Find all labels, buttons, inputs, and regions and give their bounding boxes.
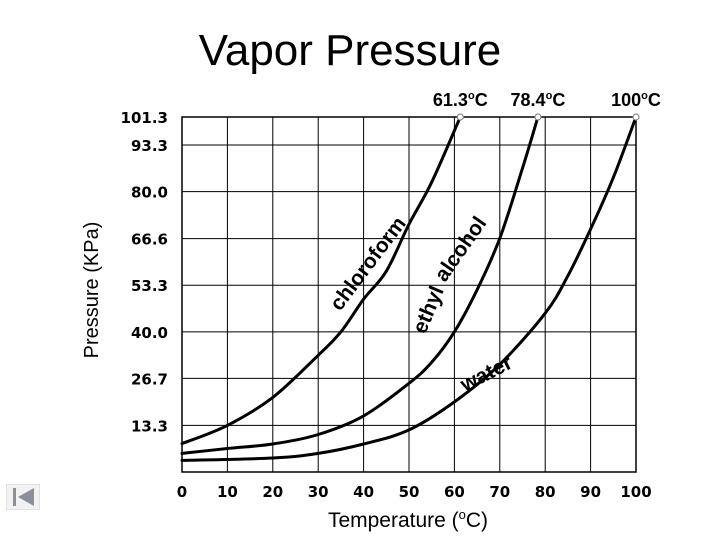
x-tick-labels: 0 10 20 30 40 50 60 70 80 90 100	[177, 483, 652, 501]
boiling-point-label: 78.4oC	[511, 90, 566, 110]
y-tick-labels: 13.3 26.7 40.0 53.3 66.6 80.0 93.3 101.3	[121, 109, 168, 435]
series-line-water	[180, 115, 638, 462]
x-tick-label: 20	[262, 483, 283, 501]
endpoint-marker	[456, 113, 464, 121]
y-tick-label: 66.6	[131, 231, 168, 249]
y-tick-label: 101.3	[121, 109, 168, 127]
grid	[182, 117, 636, 472]
x-tick-label: 90	[580, 483, 601, 501]
curve-label-chloroform: chloroform	[326, 213, 411, 315]
y-axis-label: Pressure (KPa)	[81, 222, 103, 359]
plot-frame	[181, 116, 637, 473]
annotations: 61.3oC 78.4oC 100oC	[433, 90, 661, 110]
series-line-chloroform	[180, 115, 462, 446]
chart-title: Vapor Pressure	[198, 26, 502, 75]
x-tick-label: 100	[620, 483, 651, 501]
y-tick-label: 13.3	[131, 417, 168, 435]
y-tick-label: 53.3	[131, 277, 168, 295]
y-tick-label: 80.0	[131, 184, 168, 202]
x-tick-label: 80	[535, 483, 556, 501]
x-tick-label: 10	[217, 483, 238, 501]
first-slide-icon[interactable]	[6, 484, 40, 510]
y-tick-label: 26.7	[131, 370, 168, 388]
x-tick-label: 50	[399, 483, 420, 501]
endpoint-marker	[534, 113, 542, 121]
endpoint-markers	[456, 113, 640, 121]
curve-label-alcohol: alcohol	[430, 212, 491, 285]
x-tick-label: 40	[353, 483, 374, 501]
curve-label-ethyl: ethyl	[408, 283, 448, 337]
x-tick-label: 30	[308, 483, 329, 501]
boiling-point-label: 100oC	[611, 90, 661, 110]
series-line-ethyl-alcohol	[180, 115, 540, 455]
curves	[180, 115, 638, 462]
x-axis-label: Temperature (oC)	[328, 507, 488, 532]
x-tick-label: 70	[489, 483, 510, 501]
y-tick-label: 40.0	[131, 324, 168, 342]
y-tick-label: 93.3	[131, 137, 168, 155]
boiling-point-label: 61.3oC	[433, 90, 488, 110]
x-tick-label: 0	[177, 483, 187, 501]
x-tick-label: 60	[444, 483, 465, 501]
endpoint-marker	[632, 113, 640, 121]
curve-label-water: water	[456, 351, 516, 397]
